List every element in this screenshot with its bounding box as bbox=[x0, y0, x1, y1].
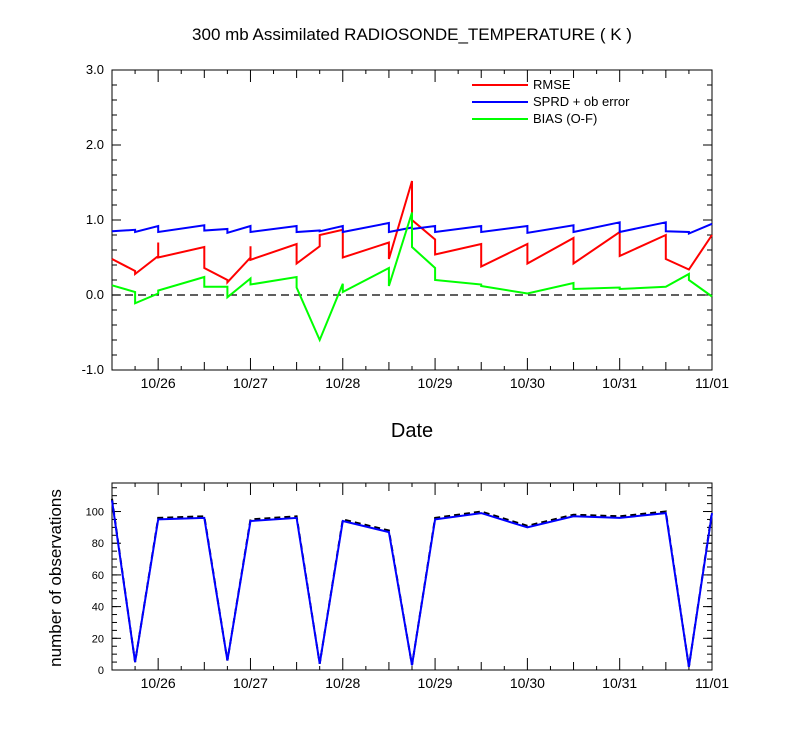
legend-label-sprd: SPRD + ob error bbox=[533, 94, 630, 109]
y-tick-label: 60 bbox=[92, 570, 104, 582]
bottom-panel: 0 20 40 60 80 100 10/26 10/27 10/28 10/29 10/30 10/… bbox=[46, 482, 729, 691]
bottom-plot-area: 0 20 40 60 80 100 10/26 10/27 10/28 10/29 10/30 10/… bbox=[86, 482, 729, 691]
legend-label-rmse: RMSE bbox=[533, 77, 571, 92]
y-axis-label: number of observations bbox=[46, 489, 65, 667]
x-tick-label: 10/28 bbox=[325, 375, 360, 391]
y-tick-label: -1.0 bbox=[82, 362, 104, 377]
top-plot-area: 3.0 2.0 1.0 0.0 -1.0 10/26 10/27 10/28 10/29 10/3… bbox=[82, 62, 730, 391]
y-tick-label: 2.0 bbox=[86, 137, 104, 152]
x-tick-label: 10/28 bbox=[325, 675, 360, 691]
x-axis-label: Date bbox=[391, 420, 433, 442]
y-tick-label: 1.0 bbox=[86, 212, 104, 227]
top-series-line-0 bbox=[111, 180, 713, 285]
y-tick-label: 0.0 bbox=[86, 287, 104, 302]
x-tick-label: 10/31 bbox=[602, 375, 637, 391]
x-tick-label: 10/29 bbox=[418, 375, 453, 391]
y-tick-label: 20 bbox=[92, 633, 104, 645]
x-tick-label: 10/27 bbox=[233, 675, 268, 691]
y-tick-label: 100 bbox=[86, 507, 104, 519]
y-tick-label: 40 bbox=[92, 602, 104, 614]
x-tick-label: 11/01 bbox=[695, 375, 729, 391]
x-tick-label: 10/26 bbox=[141, 375, 176, 391]
x-tick-label: 10/30 bbox=[510, 675, 545, 691]
top-series-line-1 bbox=[111, 221, 713, 236]
x-tick-label: 10/29 bbox=[418, 675, 453, 691]
y-tick-label: 3.0 bbox=[86, 62, 104, 77]
y-tick-label: 0 bbox=[98, 665, 104, 677]
y-tick-label: 80 bbox=[92, 538, 104, 550]
bottom-series-line-1 bbox=[111, 500, 713, 667]
bottom-frame bbox=[111, 482, 713, 671]
bottom-series-line-0 bbox=[111, 498, 713, 667]
x-tick-label: 11/01 bbox=[695, 675, 729, 691]
legend-label-bias: BIAS (O-F) bbox=[533, 111, 597, 126]
top-series-line-2 bbox=[111, 212, 713, 343]
legend: RMSE SPRD + ob error BIAS (O-F) bbox=[472, 77, 630, 126]
x-tick-label: 10/26 bbox=[141, 675, 176, 691]
x-tick-label: 10/30 bbox=[510, 375, 545, 391]
chart-title: 300 mb Assimilated RADIOSONDE_TEMPERATUR… bbox=[192, 25, 632, 44]
x-tick-label: 10/27 bbox=[233, 375, 268, 391]
x-tick-label: 10/31 bbox=[602, 675, 637, 691]
top-panel: 300 mb Assimilated RADIOSONDE_TEMPERATUR… bbox=[82, 25, 730, 442]
